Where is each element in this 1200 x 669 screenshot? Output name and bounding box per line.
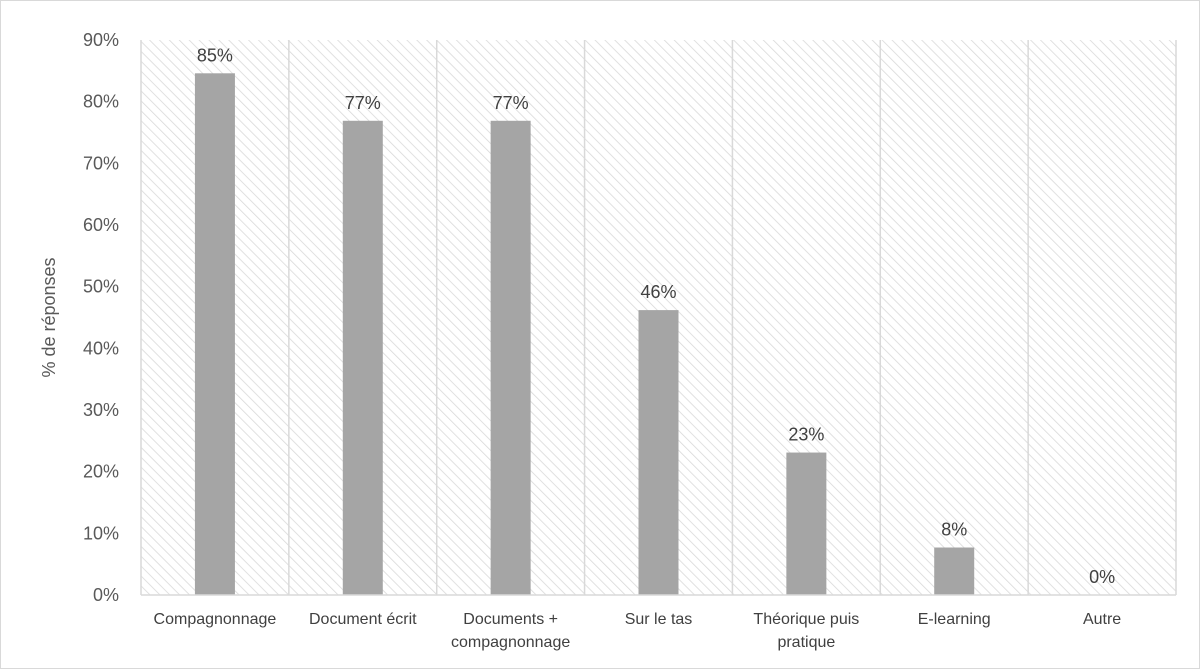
x-category-label: Autre [1083,611,1121,628]
y-axis-label: % de réponses [39,257,59,377]
bar [638,310,679,595]
y-tick-label: 40% [83,338,119,358]
bar [934,547,975,595]
y-tick-label: 60% [83,215,119,235]
x-category-label: Compagnonnage [154,611,277,628]
y-tick-label: 90% [83,30,119,50]
x-category-label: Document écrit [309,611,417,628]
data-label: 23% [788,425,824,445]
data-label: 77% [493,93,529,113]
data-label: 8% [941,520,967,540]
y-tick-label: 70% [83,153,119,173]
x-category-label: Documents + compagnonnage [451,611,570,651]
data-label: 85% [197,45,233,65]
data-label: 0% [1089,567,1115,587]
y-tick-label: 10% [83,523,119,543]
bar [490,120,531,596]
y-tick-label: 20% [83,462,119,482]
bars [194,73,975,596]
x-category-label: E-learning [918,611,991,628]
x-axis-categories: Compagnonnage Document écrit Documents + co… [154,611,1122,651]
x-category-label: Sur le tas [625,611,693,628]
data-label: 46% [640,282,676,302]
y-tick-label: 50% [83,277,119,297]
data-labels: 85% 77% 77% 46% 23% 8% 0% [197,45,1115,587]
data-label: 77% [345,93,381,113]
y-axis-ticks: 0% 10% 20% 30% 40% 50% 60% 70% 80% 90% [83,30,119,605]
vertical-gridlines [140,40,1177,595]
x-category-label: Théorique puis pratique [753,611,859,651]
bar [194,73,235,596]
y-tick-label: 80% [83,92,119,112]
bar [786,452,827,595]
y-tick-label: 0% [93,585,119,605]
y-tick-label: 30% [83,400,119,420]
bar [342,120,383,596]
